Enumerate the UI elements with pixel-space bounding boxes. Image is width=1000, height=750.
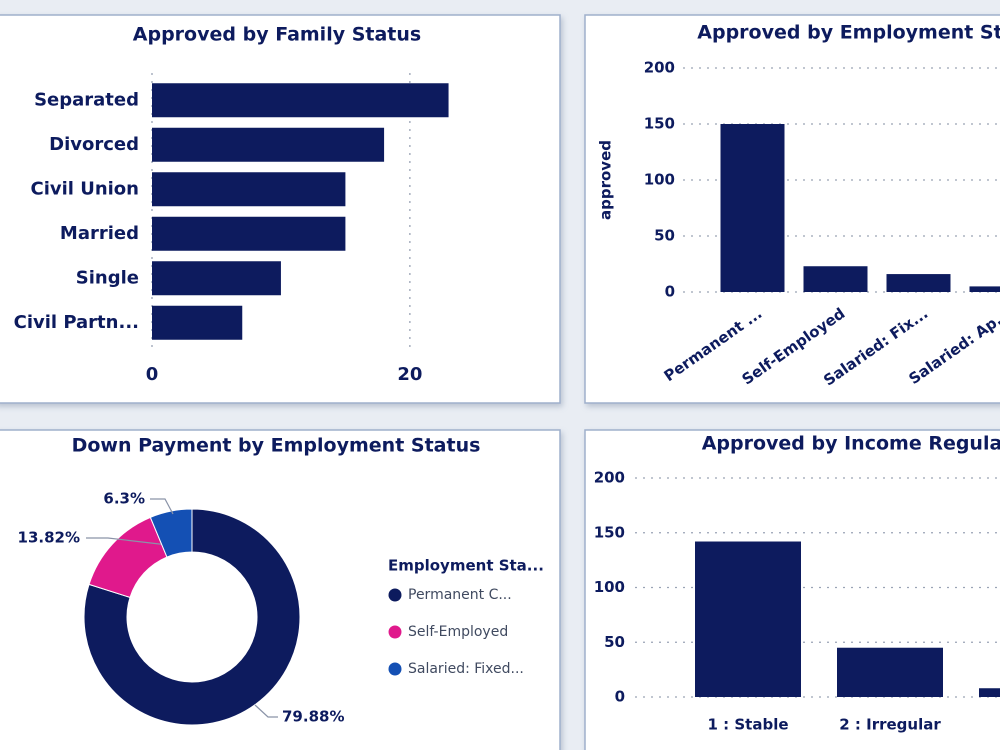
y-tick-label: 100: [644, 171, 675, 189]
y-tick-label: 150: [644, 115, 675, 133]
legend-label: Permanent C...: [408, 587, 512, 603]
x-tick-label: 1 : Stable: [707, 716, 788, 734]
legend-marker: [388, 662, 402, 676]
bar: [152, 127, 385, 162]
y-tick-label: 0: [615, 688, 625, 706]
bar: [695, 541, 801, 697]
chart-panel: Approved by Income Regula 0 50 100 150 200 1 :…: [584, 429, 1000, 750]
panel-background: [584, 14, 1000, 404]
legend-label: Self-Employed: [408, 624, 508, 640]
y-tick-label: Civil Partn...: [14, 312, 139, 333]
leader-line: [150, 498, 174, 515]
bar: [837, 647, 943, 697]
y-tick-label: Single: [76, 267, 139, 288]
y-tick-label: 200: [644, 59, 675, 77]
bar: [969, 286, 1000, 292]
legend-label: Salaried: Fixed...: [408, 661, 524, 677]
bar: [152, 172, 346, 207]
y-tick-label: 50: [604, 633, 625, 651]
bar: [152, 216, 346, 251]
y-tick-label: 200: [594, 469, 625, 487]
legend-marker: [388, 588, 402, 602]
legend-marker: [388, 625, 402, 639]
data-label: 13.82%: [18, 529, 80, 547]
bar: [152, 261, 281, 296]
leader-line: [254, 704, 278, 718]
chart-title: Approved by Family Status: [133, 24, 421, 46]
y-tick-label: Divorced: [49, 134, 139, 155]
chart-panel: Approved by Employment St 0 50 100 150 200 app…: [584, 14, 1000, 404]
panel-background: [0, 14, 561, 404]
data-label: 6.3%: [103, 490, 145, 508]
chart-title: Down Payment by Employment Status: [72, 435, 481, 457]
legend-title: Employment Sta...: [388, 557, 544, 575]
x-tick-label: 20: [397, 364, 422, 385]
y-axis-label: approved: [597, 140, 615, 220]
bar: [152, 83, 449, 118]
chart-title: Approved by Employment St: [697, 22, 1000, 44]
data-label: 79.88%: [282, 708, 344, 726]
y-tick-label: 100: [594, 578, 625, 596]
chart-title: Approved by Income Regula: [702, 433, 1000, 455]
x-tick-label: 2 : Irregular: [839, 716, 941, 734]
bar: [886, 274, 951, 292]
bar: [979, 688, 1000, 697]
y-tick-label: Separated: [34, 89, 139, 110]
bar: [803, 266, 868, 292]
bar: [720, 124, 785, 292]
chart-panel: Approved by Family Status 0 20 Separated Div…: [0, 14, 561, 404]
bar: [152, 305, 243, 340]
y-tick-label: 150: [594, 523, 625, 541]
x-tick-label: 0: [146, 364, 159, 385]
donut-slice: [149, 508, 193, 558]
y-tick-label: 50: [654, 227, 675, 245]
chart-panel: Down Payment by Employment Status 79.88% 1…: [0, 429, 561, 750]
y-tick-label: Married: [60, 223, 139, 244]
leader-line: [86, 537, 169, 546]
donut-slice: [83, 508, 301, 726]
y-tick-label: 0: [665, 283, 675, 301]
y-tick-label: Civil Union: [30, 178, 139, 199]
